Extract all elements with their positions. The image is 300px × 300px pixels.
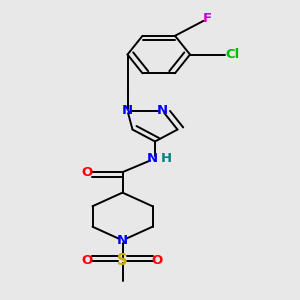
Text: F: F — [203, 12, 212, 25]
Text: N: N — [122, 104, 133, 117]
Text: H: H — [160, 152, 172, 165]
Text: O: O — [82, 254, 93, 267]
Text: N: N — [117, 234, 128, 247]
Text: N: N — [147, 152, 158, 165]
Text: Cl: Cl — [225, 48, 240, 61]
Text: O: O — [82, 166, 93, 179]
Text: O: O — [152, 254, 163, 267]
Text: S: S — [117, 253, 128, 268]
Text: N: N — [157, 104, 168, 117]
